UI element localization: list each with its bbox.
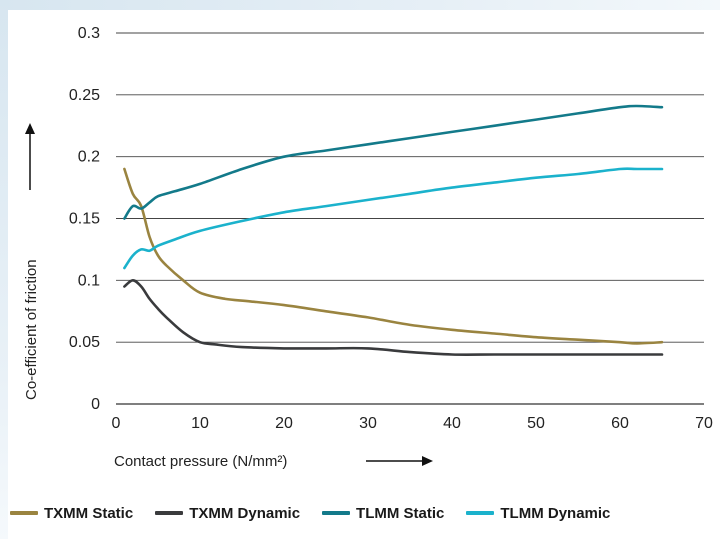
x-tick-label: 0 <box>112 415 121 432</box>
x-tick-label: 20 <box>275 415 293 432</box>
y-tick-label: 0 <box>91 396 100 413</box>
y-tick-label: 0.2 <box>78 149 100 166</box>
legend-swatch <box>322 511 351 515</box>
legend-swatch <box>10 511 38 515</box>
x-tick-label: 40 <box>443 415 461 432</box>
series-line-tlmm-static <box>123 104 664 220</box>
x-tick-label: 10 <box>191 415 209 432</box>
legend-label: TLMM Dynamic <box>500 504 611 522</box>
legend-item: TLMM Static <box>322 505 444 522</box>
x-tick-label: 60 <box>611 415 629 432</box>
x-axis-title: Contact pressure (N/mm²) <box>114 453 287 470</box>
series-line-txmm-static <box>123 167 664 345</box>
legend-item: TXMM Static <box>10 505 133 522</box>
left-accent-band <box>0 0 8 539</box>
legend-swatch <box>155 511 184 515</box>
legend-item: TXMM Dynamic <box>155 505 300 522</box>
y-tick-label: 0.05 <box>69 334 100 351</box>
y-tick-label: 0.3 <box>78 25 100 42</box>
y-tick-label: 0.15 <box>69 211 100 228</box>
x-axis-arrow-icon <box>422 456 433 466</box>
legend: TXMM Static TXMM Dynamic TLMM Static TLMM D… <box>10 500 610 526</box>
y-axis-title: Co-efficient of friction <box>23 259 40 400</box>
legend-label: TXMM Dynamic <box>189 504 301 522</box>
y-tick-label: 0.25 <box>69 87 100 104</box>
series-line-tlmm-dynamic <box>123 167 664 270</box>
top-accent-band <box>0 0 720 10</box>
x-tick-label: 50 <box>527 415 545 432</box>
gridlines <box>116 32 704 405</box>
x-tick-label: 30 <box>359 415 377 432</box>
y-axis-title-group: Co-efficient of friction <box>23 123 40 400</box>
legend-label: TLMM Static <box>356 504 445 522</box>
x-tick-labels: 0 10 20 30 40 50 60 70 <box>112 415 713 432</box>
y-tick-label: 0.1 <box>78 272 100 289</box>
series-line-txmm-dynamic <box>123 279 664 356</box>
legend-swatch <box>466 511 495 515</box>
y-tick-labels: 0 0.05 0.1 0.15 0.2 0.25 0.3 <box>69 25 100 413</box>
legend-item: TLMM Dynamic <box>466 505 610 522</box>
series-lines <box>123 104 664 356</box>
x-tick-label: 70 <box>695 415 713 432</box>
x-axis-title-group: Contact pressure (N/mm²) <box>114 453 433 470</box>
legend-label: TXMM Static <box>44 504 134 522</box>
y-axis-arrow-icon <box>25 123 35 134</box>
